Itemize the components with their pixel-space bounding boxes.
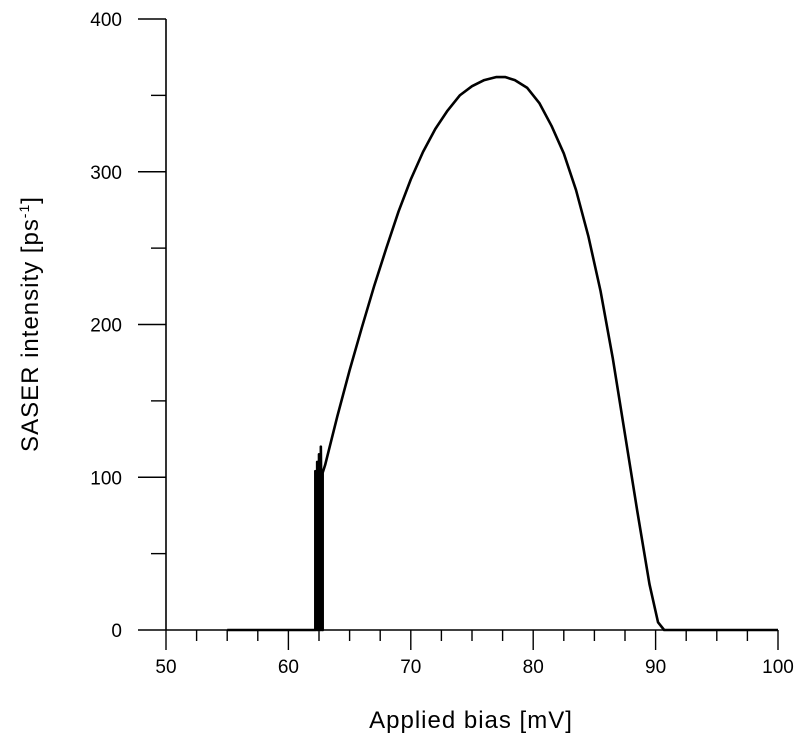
y-axis-title: SASER intensity [ps-1] (16, 196, 44, 452)
x-tick-label: 70 (400, 657, 421, 678)
x-tick-label: 100 (762, 657, 794, 678)
y-axis-title-exponent: -1 (16, 204, 32, 218)
x-tick-label: 90 (645, 657, 666, 678)
y-tick-label: 200 (90, 316, 122, 337)
axes (165, 19, 778, 631)
y-tick-label: 300 (90, 163, 122, 184)
y-tick-label: 400 (90, 10, 122, 31)
x-tick-label: 80 (523, 657, 544, 678)
y-axis-title-main: SASER intensity [ps (17, 218, 44, 452)
y-axis-title-close: ] (17, 196, 44, 204)
y-tick-label: 100 (90, 468, 122, 489)
x-axis-title: Applied bias [mV] (369, 707, 573, 734)
y-tick-label: 0 (111, 621, 122, 642)
ticks (138, 18, 779, 650)
tick-labels: 50 60 70 80 90 100 0 100 200 300 400 (90, 10, 794, 678)
series-line (227, 75, 778, 632)
x-tick-label: 60 (278, 657, 299, 678)
x-tick-label: 50 (155, 657, 176, 678)
